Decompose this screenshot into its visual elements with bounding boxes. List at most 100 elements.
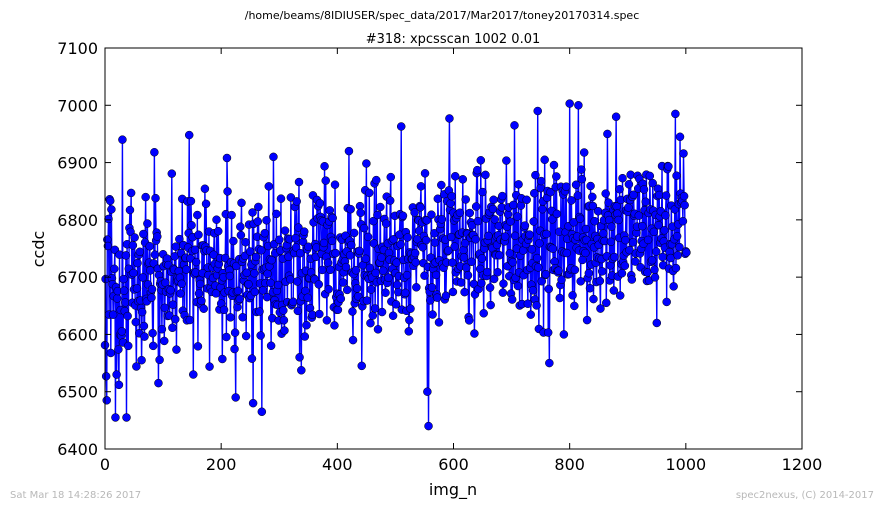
data-point <box>242 268 251 277</box>
data-point <box>586 181 595 191</box>
data-point <box>581 224 591 234</box>
data-point <box>626 170 635 180</box>
data-point <box>410 248 420 258</box>
data-point <box>241 331 251 341</box>
data-point <box>135 247 145 257</box>
data-point <box>314 280 323 289</box>
data-point <box>405 315 414 325</box>
data-point <box>588 192 597 202</box>
data-point <box>155 355 164 365</box>
data-point <box>554 266 563 275</box>
data-point <box>254 202 263 212</box>
data-point <box>253 217 263 226</box>
data-point <box>151 193 160 203</box>
data-point <box>199 304 208 313</box>
data-point <box>467 257 476 267</box>
x-axis-label: img_n <box>429 480 477 500</box>
data-point <box>227 210 236 220</box>
data-point <box>212 215 221 224</box>
data-point <box>582 315 592 325</box>
data-point <box>371 268 380 278</box>
data-point <box>241 237 250 247</box>
data-point <box>256 331 265 340</box>
data-point <box>463 271 473 280</box>
data-point <box>131 317 141 327</box>
data-point <box>245 247 255 256</box>
data-point <box>366 318 375 328</box>
data-point <box>482 267 492 277</box>
data-point <box>214 226 223 236</box>
data-point <box>266 341 276 351</box>
data-point <box>629 190 638 200</box>
data-point <box>123 311 132 321</box>
data-point <box>201 199 211 209</box>
data-point <box>532 301 541 310</box>
data-point <box>366 285 376 294</box>
data-point <box>205 362 214 371</box>
data-point <box>292 197 301 206</box>
data-point <box>607 222 616 231</box>
data-point <box>410 208 419 217</box>
data-point <box>536 176 546 186</box>
data-point <box>381 219 391 228</box>
data-point <box>262 292 272 302</box>
data-point <box>396 122 406 131</box>
data-point <box>446 232 456 242</box>
data-point <box>575 214 585 224</box>
data-point <box>338 278 348 287</box>
data-point <box>597 267 607 276</box>
x-tick-label: 0 <box>100 455 110 474</box>
data-point <box>552 172 561 181</box>
data-point <box>662 297 671 307</box>
data-point <box>295 248 305 258</box>
data-point <box>471 235 480 244</box>
data-point <box>671 109 680 119</box>
data-point <box>610 252 619 262</box>
data-point <box>187 221 196 230</box>
data-point <box>315 309 324 319</box>
data-point <box>229 236 238 246</box>
data-point <box>485 283 495 292</box>
data-point <box>601 189 610 198</box>
data-point <box>679 149 688 158</box>
data-series <box>100 99 691 431</box>
data-point <box>589 294 598 304</box>
data-point <box>139 321 149 331</box>
data-point <box>146 266 155 275</box>
data-point <box>416 203 425 212</box>
data-point <box>561 182 571 191</box>
data-point <box>489 195 498 205</box>
data-point <box>648 178 657 188</box>
data-point <box>357 361 366 371</box>
data-point <box>167 169 177 178</box>
data-point <box>423 387 432 396</box>
data-point <box>291 233 300 243</box>
data-point <box>398 211 408 220</box>
data-point <box>154 378 163 388</box>
data-point <box>319 238 329 248</box>
data-point <box>641 197 651 207</box>
x-tick-label: 400 <box>322 455 353 474</box>
data-point <box>420 271 429 280</box>
data-point <box>567 196 576 205</box>
data-point <box>508 258 517 267</box>
data-point <box>627 275 637 284</box>
data-point <box>128 241 138 250</box>
data-point <box>502 156 511 165</box>
data-point <box>526 310 535 319</box>
data-point <box>244 280 253 289</box>
data-point <box>231 393 240 402</box>
data-point <box>150 148 159 157</box>
data-point <box>361 254 371 264</box>
data-point <box>577 174 587 184</box>
data-point <box>137 307 147 317</box>
data-point <box>445 114 454 123</box>
data-point <box>223 187 232 196</box>
data-point <box>513 281 523 291</box>
data-point <box>424 421 433 431</box>
data-point <box>191 257 201 267</box>
data-point <box>260 228 269 238</box>
data-point <box>256 246 266 255</box>
data-point <box>376 202 385 212</box>
data-point <box>464 316 474 325</box>
